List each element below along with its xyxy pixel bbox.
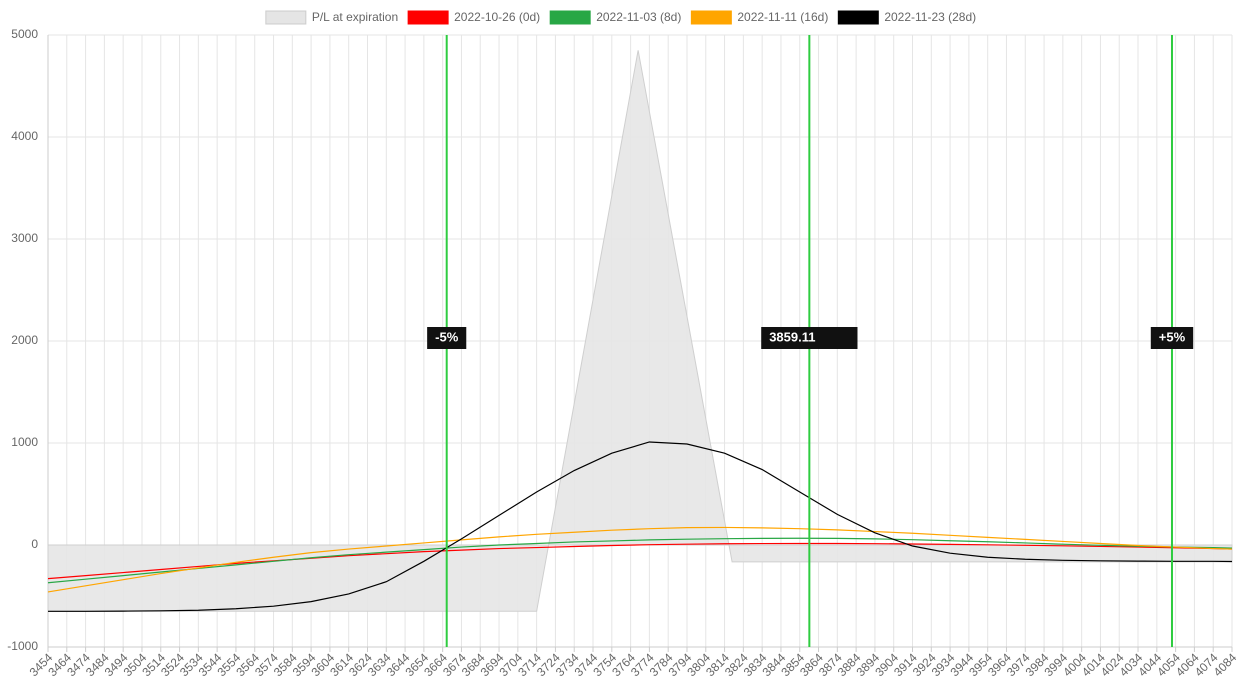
legend-swatch: [837, 10, 879, 25]
y-tick-label: 3000: [11, 231, 38, 245]
legend-swatch: [265, 10, 307, 25]
annotation-label: -5%: [435, 329, 459, 344]
legend-label: P/L at expiration: [312, 10, 398, 24]
y-tick-label: 5000: [11, 27, 38, 41]
annotation-label: +5%: [1159, 329, 1186, 344]
y-tick-label: -1000: [7, 639, 38, 653]
legend-swatch: [690, 10, 732, 25]
legend-swatch: [407, 10, 449, 25]
line: [47, 526, 1233, 593]
legend-label: 2022-11-11 (16d): [737, 10, 828, 24]
annotation-box: [1150, 327, 1194, 349]
y-tick-label: 0: [31, 537, 38, 551]
y-tick-label: 2000: [11, 333, 38, 347]
line: [48, 441, 1233, 612]
annotation-box: [761, 327, 858, 349]
x-tick-label: 4084: [1211, 650, 1240, 679]
annotation-label: 3859.11: [769, 329, 815, 344]
line: [47, 542, 1233, 580]
legend-label: 2022-10-26 (0d): [454, 10, 540, 24]
legend-swatch: [549, 10, 591, 25]
area: [47, 50, 1233, 612]
line: [47, 537, 1233, 584]
legend-label: 2022-11-23 (28d): [884, 10, 976, 24]
annotation-box: [427, 327, 467, 349]
y-tick-label: 4000: [11, 129, 38, 143]
legend-label: 2022-11-03 (8d): [596, 10, 681, 24]
y-tick-label: 1000: [11, 435, 38, 449]
legend: P/L at expiration 2022-10-26 (0d) 2022-11-…: [265, 10, 976, 25]
